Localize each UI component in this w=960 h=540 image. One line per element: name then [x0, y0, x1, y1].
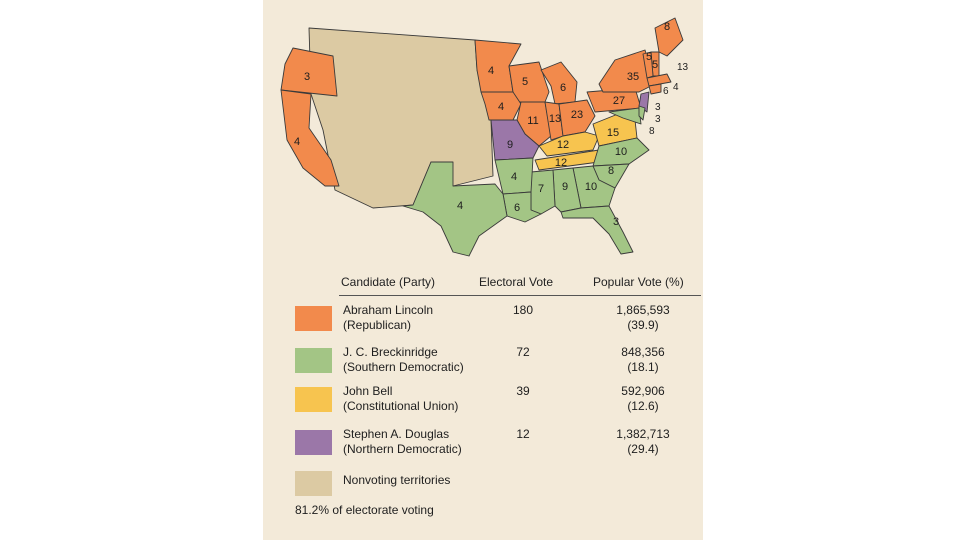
state-maine	[654, 17, 684, 57]
popular-count: 848,356	[621, 345, 665, 359]
ev-label-nc: 10	[615, 146, 627, 158]
state-california	[280, 89, 340, 187]
nonvoting-label: Nonvoting territories	[343, 473, 451, 487]
candidate-label: Abraham Lincoln	[343, 303, 434, 317]
electoral-vote-value: 72	[516, 345, 530, 359]
legend-row-bell: John Bell (Constitutional Union) 39 592,…	[263, 384, 703, 424]
state-vermont	[642, 51, 654, 79]
popular-percent: (29.4)	[627, 442, 659, 456]
legend-row-nonvoting: Nonvoting territories	[263, 468, 703, 508]
ev-label-ct: 6	[663, 86, 669, 97]
popular-count: 1,865,593	[616, 303, 670, 317]
state-north-carolina	[592, 137, 650, 167]
swatch-northern-democratic	[295, 430, 332, 455]
ev-label-mo: 9	[507, 139, 513, 151]
ev-label-de: 3	[655, 114, 661, 125]
ev-label-ma: 13	[677, 62, 689, 73]
legend-row-lincoln: Abraham Lincoln (Republican) 180 1,865,5…	[263, 303, 703, 343]
popular-percent: (18.1)	[627, 360, 659, 374]
ev-label-in: 13	[549, 113, 561, 125]
state-massachusetts	[646, 73, 672, 87]
candidate-name: John Bell (Constitutional Union)	[343, 384, 458, 414]
legend-row-douglas: Stephen A. Douglas (Northern Democratic)…	[263, 427, 703, 467]
state-missouri	[490, 119, 540, 161]
ev-label-oh: 23	[571, 109, 583, 121]
swatch-nonvoting	[295, 471, 332, 496]
ev-label-md: 8	[649, 126, 655, 137]
ev-label-sc: 8	[608, 165, 614, 177]
popular-percent: (12.6)	[627, 399, 659, 413]
election-map: 3 4 4 5 6 4 11 13 23 27 35 8 5 5 13 4 6 …	[280, 17, 689, 257]
electoral-vote-value: 180	[512, 303, 534, 317]
party-label: (Constitutional Union)	[343, 399, 459, 413]
state-ohio	[558, 99, 596, 137]
ev-label-al: 9	[562, 181, 568, 193]
ev-label-ca: 4	[294, 136, 300, 148]
state-florida	[560, 205, 634, 255]
ev-label-ny: 35	[627, 71, 639, 83]
popular-vote-value: 1,382,713 (29.4)	[603, 427, 683, 457]
candidate-name: J. C. Breckinridge (Southern Democratic)	[343, 345, 464, 375]
header-popular-vote: Popular Vote (%)	[593, 275, 684, 289]
ev-label-ky: 12	[557, 139, 569, 151]
ev-label-ri: 4	[673, 82, 679, 93]
popular-percent: (39.9)	[627, 318, 659, 332]
state-maryland	[608, 107, 642, 125]
swatch-republican	[295, 306, 332, 331]
ev-label-il: 11	[527, 115, 538, 127]
ev-label-nh: 5	[652, 59, 658, 71]
state-delaware	[638, 105, 646, 121]
turnout-note: 81.2% of electorate voting	[295, 503, 434, 517]
ev-label-or: 3	[304, 71, 310, 83]
party-label: (Northern Democratic)	[343, 442, 462, 456]
ev-label-vt: 5	[646, 51, 652, 63]
ev-label-ga: 10	[585, 181, 597, 193]
candidate-label: Stephen A. Douglas	[343, 427, 450, 441]
ev-label-wi: 5	[522, 76, 528, 88]
swatch-southern-democratic	[295, 348, 332, 373]
ev-label-me: 8	[664, 21, 670, 33]
ev-label-la: 6	[514, 202, 520, 214]
candidate-name: Abraham Lincoln (Republican)	[343, 303, 433, 333]
ev-label-mi: 6	[560, 82, 566, 94]
party-label: (Southern Democratic)	[343, 360, 464, 374]
party-label: (Republican)	[343, 318, 412, 332]
legend-header: Candidate (Party) Electoral Vote Popular…	[263, 272, 703, 294]
candidate-label: J. C. Breckinridge	[343, 345, 438, 359]
ev-label-nj: 3	[655, 102, 661, 113]
ev-label-ms: 7	[538, 183, 544, 195]
popular-count: 1,382,713	[616, 427, 670, 441]
ev-label-ar: 4	[511, 171, 517, 183]
legend-row-breckinridge: J. C. Breckinridge (Southern Democratic)…	[263, 345, 703, 385]
popular-vote-value: 1,865,593 (39.9)	[603, 303, 683, 333]
ev-label-pa: 27	[613, 95, 625, 107]
popular-vote-value: 592,906 (12.6)	[603, 384, 683, 414]
electoral-vote-value: 12	[516, 427, 530, 441]
header-electoral-vote: Electoral Vote	[479, 275, 554, 289]
state-texas	[402, 161, 508, 257]
ev-label-fl: 3	[613, 216, 619, 228]
header-candidate: Candidate (Party)	[341, 275, 436, 289]
candidate-name: Stephen A. Douglas (Northern Democratic)	[343, 427, 462, 457]
infographic-panel: 3 4 4 5 6 4 11 13 23 27 35 8 5 5 13 4 6 …	[263, 0, 703, 540]
swatch-constitutional-union	[295, 387, 332, 412]
popular-count: 592,906	[621, 384, 665, 398]
ev-label-tx: 4	[457, 200, 463, 212]
electoral-vote-value: 39	[516, 384, 530, 398]
ev-label-tn: 12	[555, 157, 567, 169]
ev-label-ia: 4	[498, 101, 504, 113]
header-divider	[339, 295, 701, 296]
candidate-label: John Bell	[343, 384, 393, 398]
state-connecticut	[648, 83, 662, 95]
popular-vote-value: 848,356 (18.1)	[603, 345, 683, 375]
ev-label-va: 15	[607, 127, 619, 139]
ev-label-mn: 4	[488, 65, 494, 77]
state-oregon	[280, 47, 338, 97]
